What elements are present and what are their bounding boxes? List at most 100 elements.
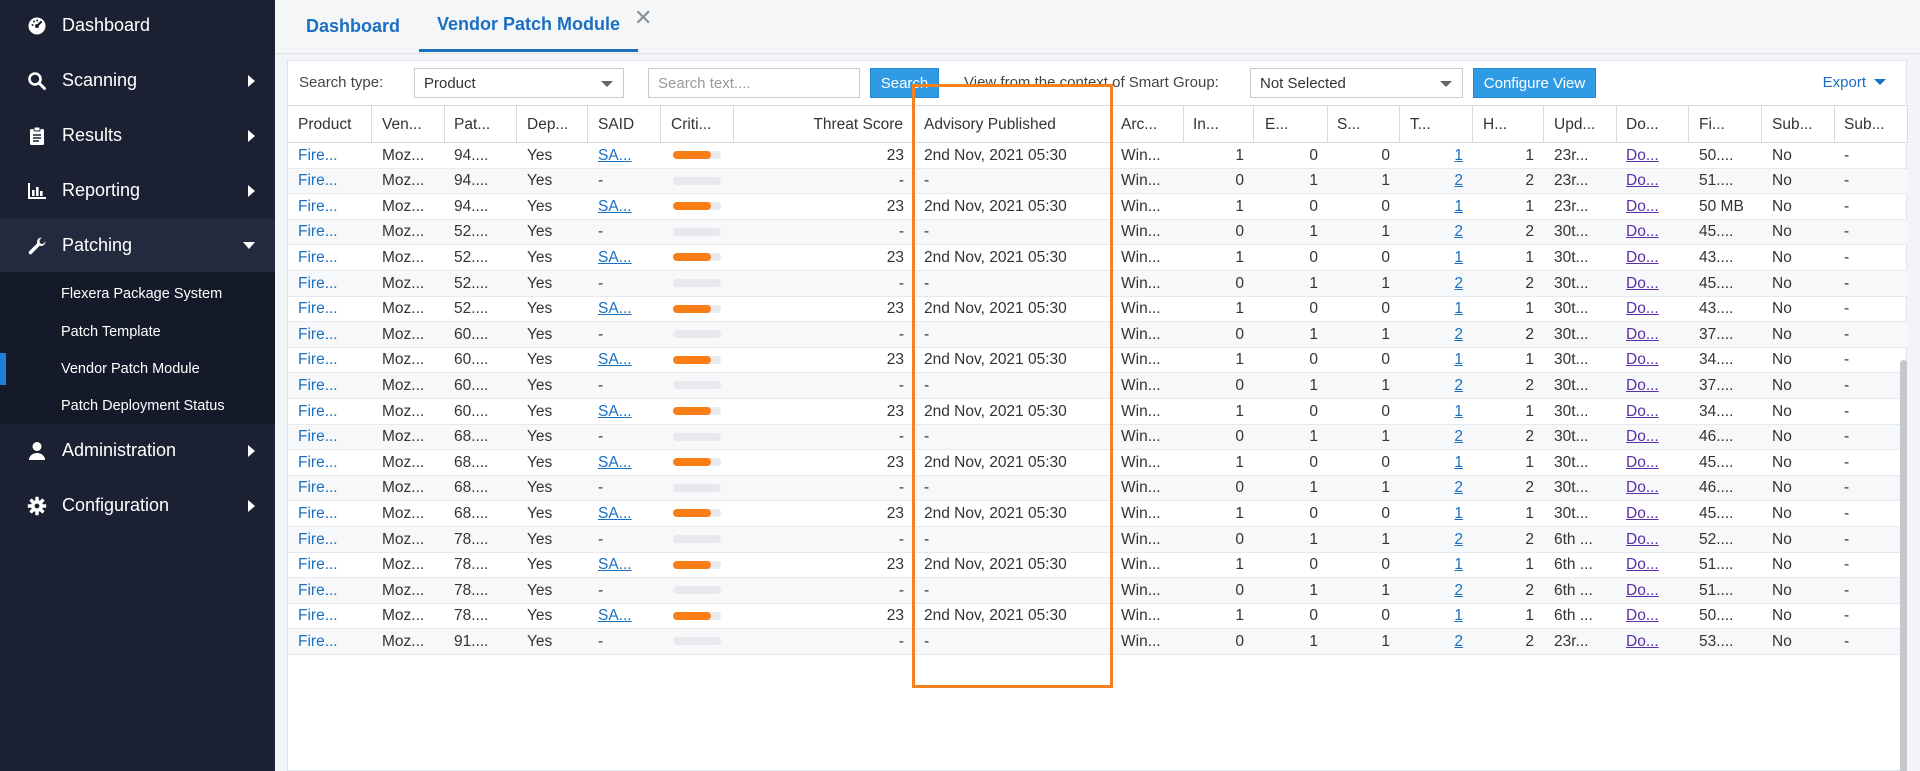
cell-do[interactable]: Do... (1626, 530, 1659, 548)
cell-t[interactable]: 1 (1454, 300, 1463, 318)
cell-product[interactable]: Fire... (298, 300, 338, 318)
cell-do[interactable]: Do... (1626, 479, 1659, 497)
table-row[interactable]: Fire... Moz... 78.... Yes SA... 23 2nd Nov, 20… (288, 553, 1908, 579)
subnav-patch-template[interactable]: Patch Template (0, 313, 275, 351)
cell-do[interactable]: Do... (1626, 632, 1659, 650)
cell-product[interactable]: Fire... (298, 530, 338, 548)
table-row[interactable]: Fire... Moz... 68.... Yes - - - Win... 0 1 1 2 2 30t.… (288, 424, 1908, 451)
nav-patching[interactable]: Patching (0, 218, 275, 273)
tab-dashboard[interactable]: Dashboard (306, 0, 400, 52)
cell-t[interactable]: 2 (1454, 581, 1463, 599)
cell-do[interactable]: Do... (1626, 274, 1659, 292)
cell-said[interactable]: SA... (598, 607, 632, 625)
table-row[interactable]: Fire... Moz... 60.... Yes SA... 23 2nd Nov, 20… (288, 348, 1908, 374)
table-row[interactable]: Fire... Moz... 78.... Yes - - - Win... 0 1 1 2 2 6th … (288, 527, 1908, 553)
cell-product[interactable]: Fire... (298, 453, 338, 471)
table-row[interactable]: Fire... Moz... 52.... Yes - - - Win... 0 1 1 2 2 30t.… (288, 271, 1908, 297)
nav-dashboard[interactable]: Dashboard (0, 0, 275, 53)
cell-do[interactable]: Do... (1626, 607, 1659, 625)
cell-do[interactable]: Do... (1626, 376, 1659, 394)
cell-t[interactable]: 1 (1454, 453, 1463, 471)
cell-do[interactable]: Do... (1626, 146, 1659, 164)
cell-t[interactable]: 1 (1454, 197, 1463, 215)
table-row[interactable]: Fire... Moz... 78.... Yes - - - Win... 0 1 1 2 2 6th … (288, 578, 1908, 604)
search-input[interactable] (648, 68, 860, 98)
column-header-do[interactable]: Do... (1616, 106, 1689, 143)
column-header-dep[interactable]: Dep... (517, 106, 588, 143)
cell-product[interactable]: Fire... (298, 351, 338, 369)
tab-vendor-patch-module[interactable]: Vendor Patch Module (419, 0, 639, 52)
column-header-upd[interactable]: Upd... (1544, 106, 1617, 143)
cell-said[interactable]: SA... (598, 556, 632, 574)
column-header-fi[interactable]: Fi... (1689, 106, 1762, 143)
table-row[interactable]: Fire... Moz... 52.... Yes SA... 23 2nd Nov, 20… (288, 297, 1908, 323)
cell-t[interactable]: 2 (1454, 530, 1463, 548)
cell-do[interactable]: Do... (1626, 197, 1659, 215)
table-row[interactable]: Fire... Moz... 60.... Yes SA... 23 2nd Nov, 20… (288, 399, 1908, 425)
subnav-vendor-patch-module[interactable]: Vendor Patch Module (0, 350, 275, 388)
cell-t[interactable]: 2 (1454, 223, 1463, 241)
column-header-vendor[interactable]: Ven... (372, 106, 445, 143)
cell-t[interactable]: 2 (1454, 632, 1463, 650)
table-row[interactable]: Fire... Moz... 91.... Yes - - - Win... 0 1 1 2 2 23r.… (288, 629, 1908, 655)
cell-do[interactable]: Do... (1626, 504, 1659, 522)
column-header-h[interactable]: H... (1473, 106, 1544, 143)
cell-do[interactable]: Do... (1626, 428, 1659, 446)
search-type-select[interactable]: Product (414, 68, 624, 98)
column-header-advisory[interactable]: Advisory Published (914, 106, 1111, 143)
cell-product[interactable]: Fire... (298, 607, 338, 625)
table-row[interactable]: Fire... Moz... 68.... Yes - - - Win... 0 1 1 2 2 30t.… (288, 475, 1908, 502)
table-row[interactable]: Fire... Moz... 94.... Yes - - - Win... 0 1 1 2 2 23r.… (288, 168, 1908, 195)
cell-t[interactable]: 2 (1454, 274, 1463, 292)
column-header-crit[interactable]: Criti... (661, 106, 734, 143)
export-menu[interactable]: Export (1823, 74, 1886, 91)
table-row[interactable]: Fire... Moz... 94.... Yes SA... 23 2nd Nov, 20… (288, 194, 1908, 220)
cell-do[interactable]: Do... (1626, 402, 1659, 420)
cell-t[interactable]: 2 (1454, 325, 1463, 343)
cell-t[interactable]: 2 (1454, 376, 1463, 394)
column-header-t[interactable]: T... (1400, 106, 1473, 143)
cell-do[interactable]: Do... (1626, 223, 1659, 241)
subnav-patch-deployment-status[interactable]: Patch Deployment Status (0, 387, 275, 425)
cell-product[interactable]: Fire... (298, 376, 338, 394)
search-button[interactable]: Search (870, 68, 939, 98)
column-header-product[interactable]: Product (288, 106, 372, 143)
cell-do[interactable]: Do... (1626, 325, 1659, 343)
cell-product[interactable]: Fire... (298, 197, 338, 215)
nav-scanning[interactable]: Scanning (0, 53, 275, 108)
cell-t[interactable]: 2 (1454, 428, 1463, 446)
nav-results[interactable]: Results (0, 108, 275, 163)
cell-said[interactable]: SA... (598, 351, 632, 369)
column-header-patch[interactable]: Pat... (444, 106, 517, 143)
cell-t[interactable]: 1 (1454, 146, 1463, 164)
table-row[interactable]: Fire... Moz... 68.... Yes SA... 23 2nd Nov, 20… (288, 450, 1908, 476)
cell-t[interactable]: 1 (1454, 248, 1463, 266)
cell-said[interactable]: SA... (598, 402, 632, 420)
cell-product[interactable]: Fire... (298, 146, 338, 164)
subnav-flexera-package-system[interactable]: Flexera Package System (0, 275, 275, 313)
column-header-e[interactable]: E... (1255, 106, 1328, 143)
cell-product[interactable]: Fire... (298, 248, 338, 266)
cell-product[interactable]: Fire... (298, 479, 338, 497)
column-header-threat[interactable]: Threat Score (733, 106, 914, 143)
cell-product[interactable]: Fire... (298, 172, 338, 190)
cell-product[interactable]: Fire... (298, 581, 338, 599)
cell-said[interactable]: SA... (598, 453, 632, 471)
cell-do[interactable]: Do... (1626, 248, 1659, 266)
cell-product[interactable]: Fire... (298, 325, 338, 343)
cell-product[interactable]: Fire... (298, 428, 338, 446)
cell-do[interactable]: Do... (1626, 556, 1659, 574)
cell-do[interactable]: Do... (1626, 300, 1659, 318)
cell-product[interactable]: Fire... (298, 556, 338, 574)
table-row[interactable]: Fire... Moz... 94.... Yes SA... 23 2nd Nov, 20… (288, 143, 1908, 169)
cell-do[interactable]: Do... (1626, 581, 1659, 599)
cell-product[interactable]: Fire... (298, 632, 338, 650)
vertical-scrollbar[interactable] (1900, 360, 1907, 771)
cell-said[interactable]: SA... (598, 504, 632, 522)
cell-t[interactable]: 1 (1454, 504, 1463, 522)
table-row[interactable]: Fire... Moz... 60.... Yes - - - Win... 0 1 1 2 2 30t.… (288, 373, 1908, 399)
table-row[interactable]: Fire... Moz... 78.... Yes SA... 23 2nd Nov, 20… (288, 604, 1908, 630)
column-header-sub2[interactable]: Sub... (1834, 106, 1908, 143)
column-header-said[interactable]: SAID (588, 106, 661, 143)
cell-product[interactable]: Fire... (298, 402, 338, 420)
